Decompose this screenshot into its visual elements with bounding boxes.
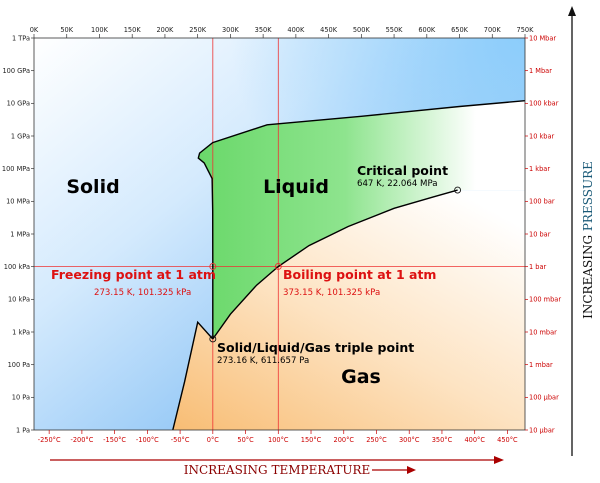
left-tick-label: 10 kPa (8, 296, 30, 304)
top-tick-label: 550K (386, 26, 404, 34)
temperature-title-arrowhead (407, 466, 416, 474)
bottom-tick-label: -100°C (136, 436, 159, 444)
freezing-point-marker (209, 263, 217, 270)
bottom-tick-label: -150°C (103, 436, 126, 444)
top-tick-label: 750K (517, 26, 535, 34)
right-tick-label: 1 kbar (529, 165, 550, 173)
bottom-tick-label: 350°C (432, 436, 453, 444)
top-tick-label: 600K (418, 26, 436, 34)
freezing-point-label: Freezing point at 1 atm (51, 267, 216, 282)
left-tick-label: 100 MPa (2, 165, 30, 173)
sublimation-curve (172, 320, 214, 430)
phase-curves (172, 100, 525, 430)
bottom-tick-label: 100°C (268, 436, 289, 444)
bottom-tick-label: 0°C (207, 436, 219, 444)
left-tick-label: 100 GPa (2, 67, 30, 75)
left-tick-label: 10 GPa (7, 100, 30, 108)
pressure-axis-title-bg (580, 162, 597, 318)
pressure-axis-arrow (568, 6, 576, 456)
top-tick-label: 150K (124, 26, 142, 34)
right-tick-label: 100 mbar (529, 296, 561, 304)
liquid-region (198, 100, 525, 339)
left-tick-label: 100 Pa (8, 361, 30, 369)
bottom-axis-celsius: -250°C -200°C -150°C -100°C -50°C 0°C 50°C 100°… (38, 430, 518, 444)
bottom-tick-label: -250°C (38, 436, 61, 444)
right-tick-label: 1 bar (529, 263, 547, 271)
triple-point-label: Solid/Liquid/Gas triple point (217, 340, 414, 355)
right-tick-label: 10 kbar (529, 132, 555, 140)
critical-point-values: 647 K, 22.064 MPa (357, 179, 438, 189)
marked-points (209, 186, 462, 343)
right-tick-label: 1 Mbar (529, 67, 552, 75)
top-tick-label: 300K (222, 26, 240, 34)
bottom-tick-label: 400°C (464, 436, 485, 444)
left-tick-label: 10 Pa (12, 394, 30, 402)
bottom-tick-label: 300°C (399, 436, 420, 444)
top-axis-kelvin: 0K 50K 100K 150K 200K 250K 300K 350K 400K 450K 500… (30, 26, 534, 38)
bottom-tick-label: -200°C (70, 436, 93, 444)
top-tick-label: 350K (255, 26, 273, 34)
right-tick-label: 10 Mbar (529, 34, 556, 42)
left-tick-label: 1 MPa (10, 230, 30, 238)
top-tick-label: 50K (60, 26, 73, 34)
y-axis-title: INCREASING PRESSURE (581, 161, 595, 319)
bottom-tick-label: 250°C (366, 436, 387, 444)
melting-curve (197, 100, 525, 339)
right-tick-label: 10 μbar (529, 426, 555, 434)
right-tick-label: 1 mbar (529, 361, 553, 369)
right-axis-bar: 10 Mbar 1 Mbar 100 kbar 10 kbar 1 kbar 100 ba… (525, 34, 561, 434)
right-tick-label: 100 μbar (529, 394, 559, 402)
temperature-axis-arrow (50, 456, 504, 464)
top-tick-label: 250K (189, 26, 207, 34)
x-axis-title: INCREASING TEMPERATURE (184, 463, 371, 477)
left-tick-label: 1 kPa (12, 328, 30, 336)
left-tick-label: 1 GPa (11, 132, 30, 140)
bottom-tick-label: 200°C (334, 436, 355, 444)
gas-region (172, 190, 525, 430)
left-tick-label: 10 MPa (6, 198, 30, 206)
top-tick-label: 200K (156, 26, 174, 34)
region-label-solid: Solid (66, 176, 119, 198)
bottom-tick-label: 50°C (237, 436, 254, 444)
top-tick-label: 400K (287, 26, 305, 34)
top-tick-label: 100K (91, 26, 109, 34)
freezing-point-values: 273.15 K, 101.325 kPa (94, 288, 191, 298)
left-axis-pascal: 1 TPa 100 GPa 10 GPa 1 GPa 100 MPa 10 MPa 1 MP… (2, 34, 34, 434)
vaporization-curve (212, 189, 458, 340)
region-label-gas: Gas (341, 366, 381, 388)
left-tick-label: 1 TPa (12, 34, 30, 42)
top-tick-label: 0K (30, 26, 39, 34)
right-tick-label: 100 kbar (529, 100, 559, 108)
right-tick-label: 10 mbar (529, 328, 557, 336)
region-label-liquid: Liquid (263, 176, 329, 198)
bottom-tick-label: 450°C (497, 436, 518, 444)
bottom-tick-label: 150°C (301, 436, 322, 444)
critical-point-label: Critical point (357, 163, 448, 178)
top-tick-label: 500K (353, 26, 371, 34)
boiling-point-marker (274, 263, 282, 270)
left-tick-label: 100 kPa (4, 263, 30, 271)
right-tick-label: 10 bar (529, 230, 551, 238)
right-tick-label: 100 bar (529, 198, 555, 206)
temperature-axis-title-bg (175, 462, 405, 480)
triple-point-marker (209, 335, 217, 343)
bottom-tick-label: -50°C (171, 436, 190, 444)
critical-point-marker (454, 186, 462, 194)
left-tick-label: 1 Pa (16, 426, 30, 434)
top-tick-label: 700K (484, 26, 502, 34)
top-tick-label: 450K (320, 26, 338, 34)
top-tick-label: 650K (451, 26, 469, 34)
boiling-point-values: 373.15 K, 101.325 kPa (283, 288, 380, 298)
triple-point-values: 273.16 K, 611.657 Pa (217, 356, 309, 366)
boiling-point-label: Boiling point at 1 atm (283, 267, 436, 282)
